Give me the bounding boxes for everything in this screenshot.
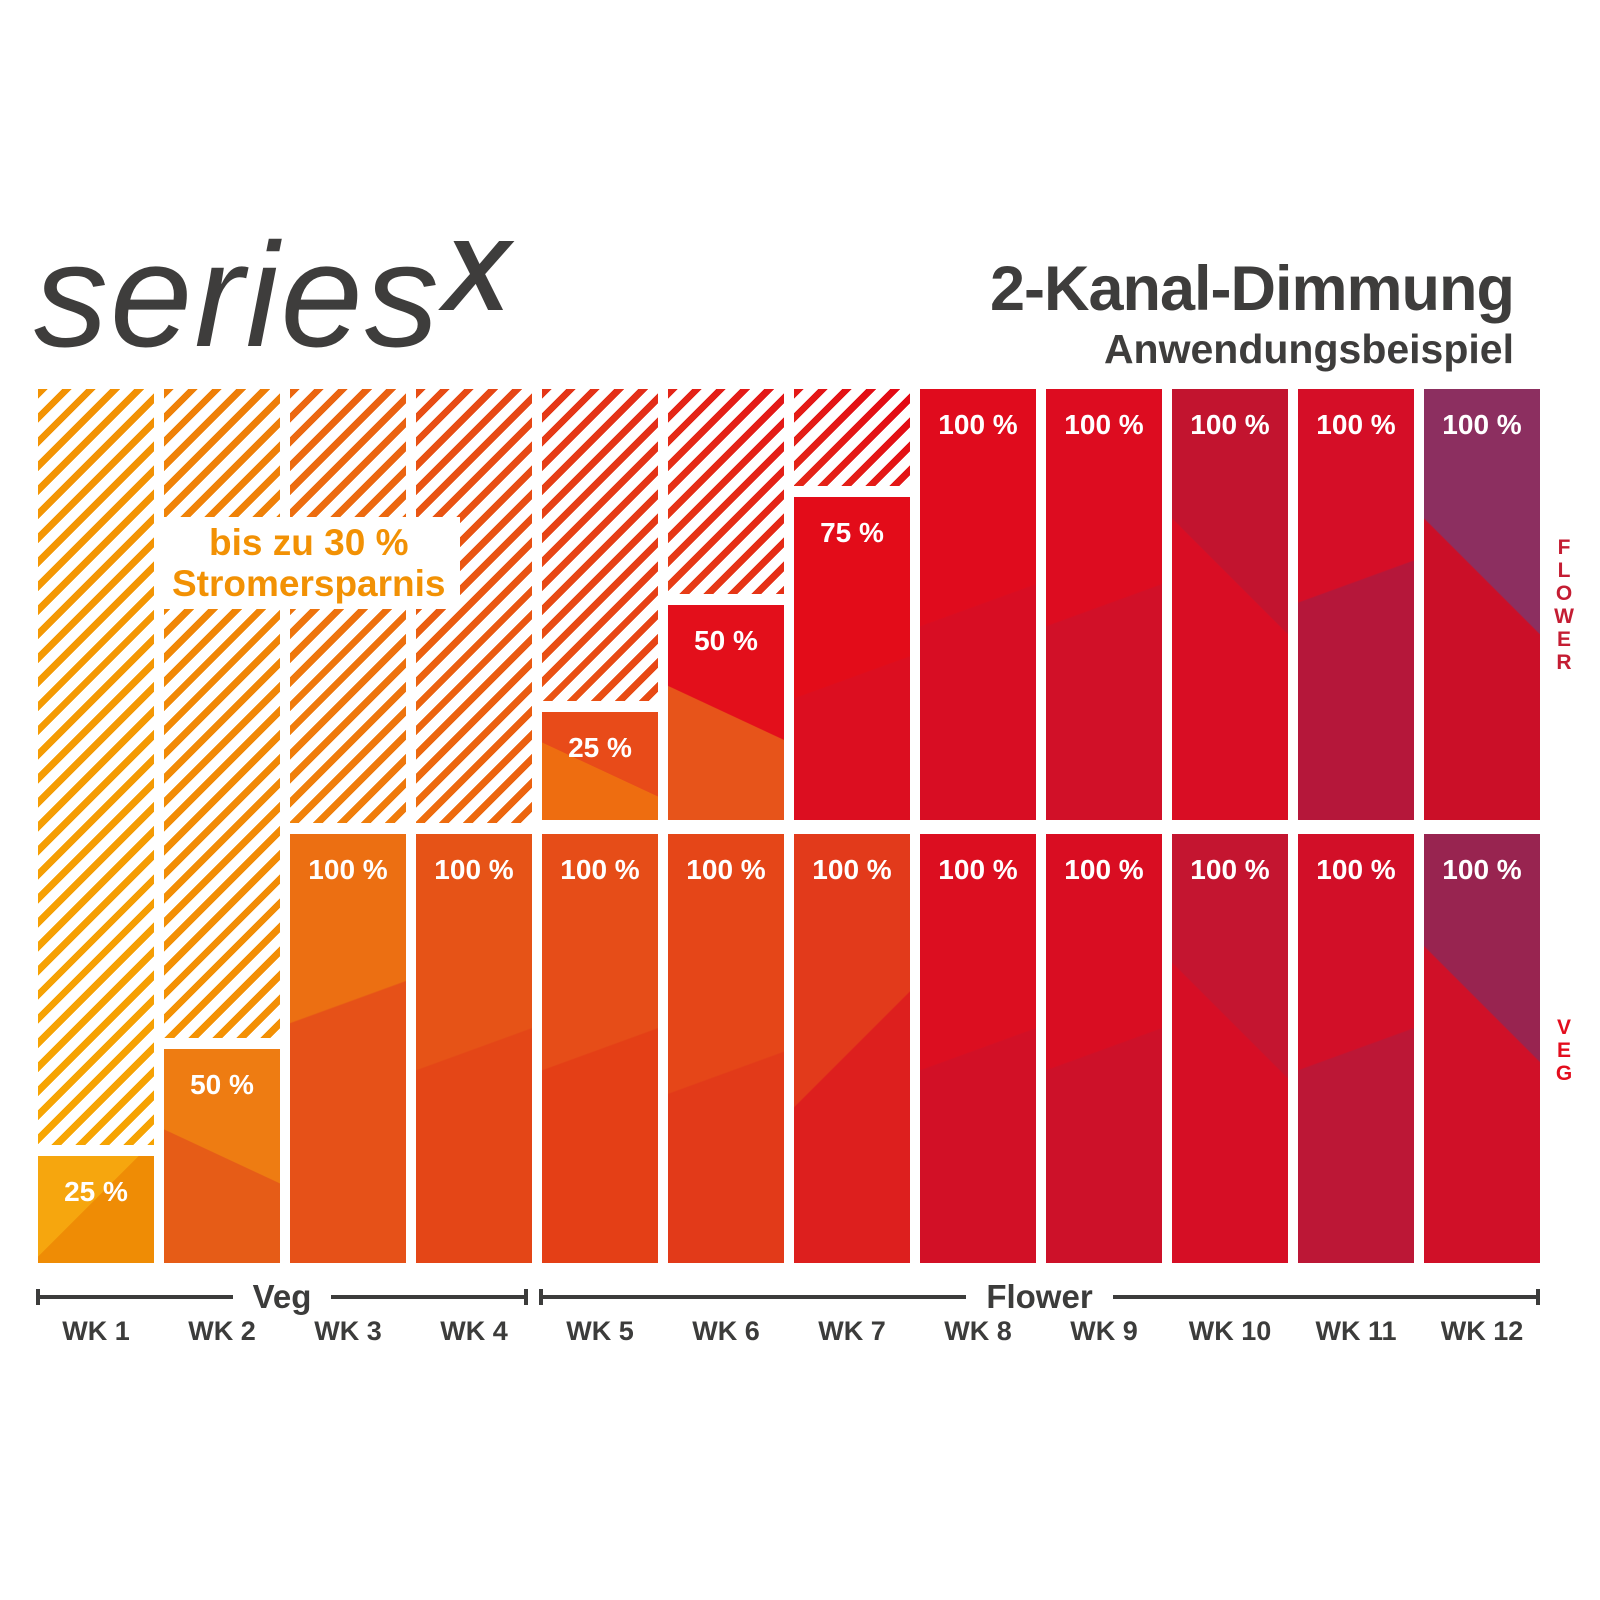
flower-phase-bracket: Flower [539,1278,1541,1315]
bar-value-label: 100 % [686,854,766,885]
bar-veg-wk8: 100 % [920,834,1036,1263]
stripe-column-wk1 [38,389,154,1145]
week-label-wk5: WK 5 [566,1316,634,1346]
bar-value-label: 100 % [560,854,640,885]
week-label-wk10: WK 10 [1188,1316,1272,1346]
bracket-tick [539,1289,543,1305]
bar-veg-wk2: 50 % [164,1048,280,1263]
bar-value-label: 75 % [820,516,884,548]
week-label-wk1: WK 1 [62,1316,130,1346]
dimming-bar-chart: 25 % 50 % 100 % 100 % 25 % 100 % 50 % 100 % 75 %… [38,389,1540,1263]
side-label-letter: L [1557,559,1571,582]
bar-veg-wk7: 100 % [794,834,910,1263]
veg-phase-label: Veg [252,1278,312,1315]
savings-badge-line-1: bis zu 30 % [209,522,409,563]
bar-flower-wk7: 75 % [794,496,910,820]
bracket-tick [36,1289,40,1305]
bar-value-label: 100 % [1442,854,1522,885]
bar-flower-wk6: 50 % [668,604,784,820]
bracket-tick [1536,1289,1541,1305]
savings-badge-line-2: Stromersparnis [172,563,446,604]
bar-value-label: 100 % [308,854,388,885]
logo: seriesX [34,213,510,378]
bar-value-label: 100 % [1064,854,1144,885]
side-label-letter: O [1555,582,1573,605]
bar-veg-wk11: 100 % [1298,834,1414,1263]
bar-value-label: 100 % [812,854,892,885]
logo-x-text: X [442,220,510,332]
week-label-wk4: WK 4 [440,1316,508,1346]
bar-value-label: 100 % [1316,409,1396,440]
stripe-column-wk5 [542,389,658,701]
bar-value-label: 100 % [1442,409,1522,440]
header: 2-Kanal-Dimmung Anwendungsbeispiel [989,254,1515,372]
logo-series-text: series [34,213,441,378]
bracket-line [40,1295,233,1299]
page-subtitle: Anwendungsbeispiel [1103,326,1514,372]
bar-veg-wk10: 100 % [1172,834,1288,1263]
bracket-line [331,1295,525,1299]
bar-veg-wk1: 25 % [38,1155,154,1263]
bar-flower-wk10: 100 % [1172,389,1288,820]
bar-veg-wk3: 100 % [290,834,406,1263]
bar-value-label: 100 % [1316,854,1396,885]
bracket-line [543,1295,967,1299]
side-label-letter: E [1556,1039,1571,1062]
week-label-wk9: WK 9 [1070,1316,1138,1346]
side-label-letter: E [1556,628,1571,651]
bar-value-label: 25 % [568,732,632,764]
bar-veg-wk9: 100 % [1046,834,1162,1263]
week-label-wk2: WK 2 [188,1316,256,1346]
page-title: 2-Kanal-Dimmung [989,254,1515,324]
savings-badge: bis zu 30 % Stromersparnis [158,517,460,609]
bar-value-label: 100 % [938,854,1018,885]
week-label-wk8: WK 8 [944,1316,1012,1346]
bar-value-label: 50 % [694,624,758,656]
bar-value-label: 25 % [64,1175,128,1207]
bar-flower-wk12: 100 % [1424,389,1540,820]
bar-veg-wk4: 100 % [416,834,532,1263]
bar-value-label: 100 % [1190,409,1270,440]
side-label-letter: W [1554,605,1574,628]
side-label-letter: R [1556,651,1572,674]
bar-value-label: 50 % [190,1068,254,1100]
bar-flower-wk9: 100 % [1046,389,1162,820]
side-label-letter: V [1556,1016,1571,1039]
stripe-column-wk6 [668,389,784,594]
bar-value-label: 100 % [1190,854,1270,885]
bar-value-label: 100 % [434,854,514,885]
bar-flower-wk5: 25 % [542,712,658,820]
bar-veg-wk5: 100 % [542,834,658,1263]
week-label-wk12: WK 12 [1440,1316,1524,1346]
bar-flower-wk8: 100 % [920,389,1036,820]
veg-phase-bracket: Veg [36,1278,529,1315]
bracket-tick [524,1289,529,1305]
bar-veg-wk12: 100 % [1424,834,1540,1263]
side-label-letter: G [1555,1062,1573,1085]
flower-phase-label: Flower [986,1278,1093,1315]
week-label-wk3: WK 3 [314,1316,382,1346]
week-label-wk7: WK 7 [818,1316,886,1346]
bar-veg-wk6: 100 % [668,834,784,1263]
week-labels-row: WK 1 WK 2 WK 3 WK 4 WK 5 WK 6 WK 7 WK 8 WK 9 WK 1… [38,1316,1540,1350]
bar-flower-wk11: 100 % [1298,389,1414,820]
stripe-column-wk2 [164,389,280,1038]
bar-value-label: 100 % [1064,409,1144,440]
week-label-wk11: WK 11 [1315,1316,1397,1346]
stripe-column-wk7 [794,389,910,486]
side-label-letter: F [1557,536,1571,559]
bar-value-label: 100 % [938,409,1018,440]
week-label-wk6: WK 6 [692,1316,760,1346]
bracket-line [1112,1295,1537,1299]
